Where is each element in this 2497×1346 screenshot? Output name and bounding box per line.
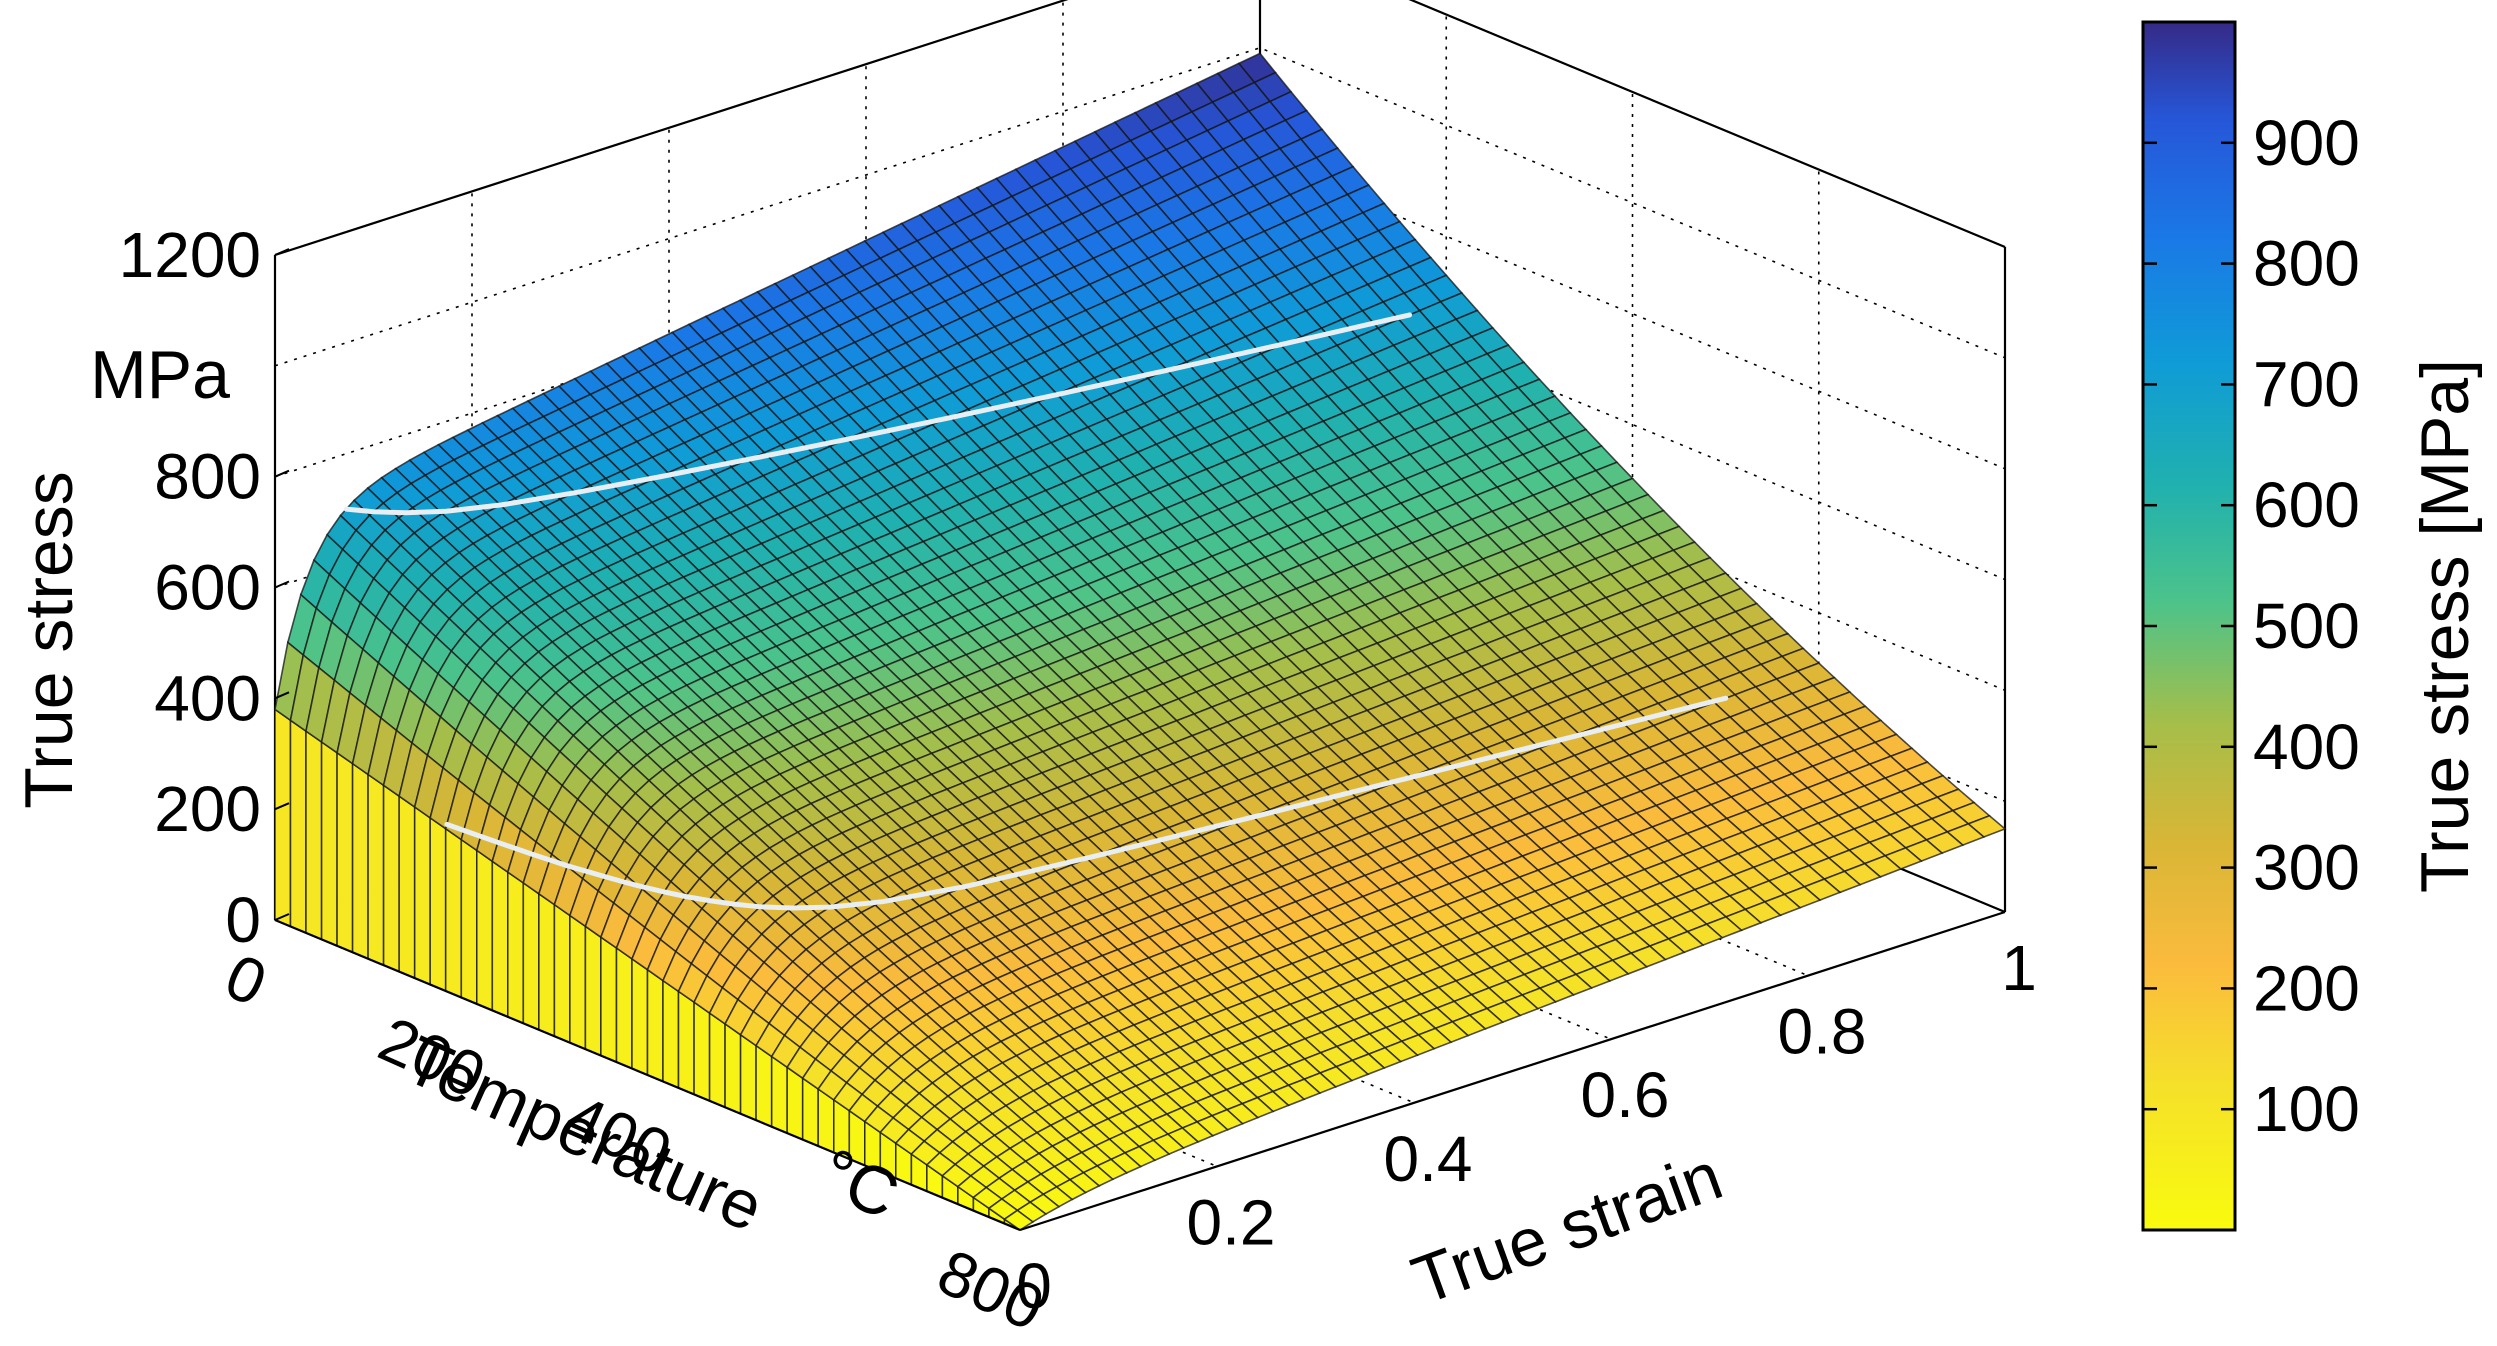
- temperature-tick-0: 0: [215, 940, 277, 1020]
- surface-skirt-patch: [693, 1000, 711, 1102]
- colorbar-tick-500: 500: [2253, 590, 2360, 662]
- z-tickmark-400: [274, 691, 290, 700]
- surface-skirt-patch: [739, 1033, 757, 1122]
- surface-patch: [1003, 1209, 1035, 1231]
- surface-skirt-patch: [538, 892, 556, 1038]
- z-tick-0: 0: [225, 884, 261, 956]
- z-tickmark-200: [274, 802, 290, 811]
- surface-skirt-patch: [305, 729, 323, 941]
- stress-surface: [274, 52, 2007, 1231]
- z-axis-ticks: 0 200 400 600 800 1200: [119, 219, 290, 956]
- surface-skirt-patch: [801, 1076, 820, 1148]
- contour-700: [343, 312, 1413, 516]
- contour-lines: [343, 312, 1729, 911]
- colorbar-tick-600: 600: [2253, 469, 2360, 541]
- surface-skirt-patch: [491, 859, 509, 1019]
- surface-skirt-patch: [367, 772, 385, 967]
- surface-skirt-patch: [444, 827, 463, 999]
- contour-300: [444, 695, 1729, 911]
- colorbar-gradient: [2141, 20, 2237, 1232]
- surface-skirt-patch: [615, 946, 633, 1070]
- z-tickmark-800: [274, 469, 290, 478]
- surface-skirt-patch: [522, 881, 540, 1032]
- surface-skirt-patch: [770, 1054, 789, 1135]
- colorbar-tick-100: 100: [2253, 1073, 2360, 1145]
- axis-box-front: [274, 910, 2006, 1232]
- surface-skirt-patch: [413, 805, 432, 986]
- strain-axis-ticks: 0 0.2 0.4 0.6 0.8 1: [1016, 932, 2037, 1322]
- colorbar-tick-400: 400: [2253, 711, 2360, 783]
- surface-skirt-patch: [553, 903, 571, 1044]
- surface-skirt-patch: [336, 751, 354, 954]
- z-tickmark-1200: [274, 248, 290, 256]
- colorbar-tick-300: 300: [2253, 832, 2360, 904]
- colorbar-tick-900: 900: [2253, 107, 2360, 179]
- colorbar-ticks: 100 200 300 400 500 600 700 800 900: [2143, 107, 2360, 1145]
- surface-skirt-patch: [569, 913, 587, 1051]
- z-axis-label: True stress: [11, 471, 87, 809]
- surface-skirt-patch: [506, 870, 525, 1025]
- strain-tick-0.4: 0.4: [1384, 1123, 1473, 1195]
- colorbar-tick-200: 200: [2253, 952, 2360, 1024]
- z-tick-600: 600: [154, 552, 261, 624]
- surface-skirt-patch: [460, 838, 478, 1006]
- z-tick-400: 400: [154, 662, 261, 734]
- surface-skirt-patch: [398, 794, 416, 980]
- surface-skirt-patch: [429, 816, 447, 993]
- surface-skirt-patch: [724, 1022, 742, 1116]
- z-tickmark-0: [274, 913, 290, 921]
- z-axis-unit: MPa: [90, 337, 230, 413]
- surface-skirt-patch: [708, 1011, 726, 1109]
- colorbar-tick-800: 800: [2253, 228, 2360, 300]
- z-tick-200: 200: [154, 773, 261, 845]
- surface-skirt-patch: [646, 968, 664, 1083]
- surface-skirt-patch: [584, 924, 602, 1057]
- strain-tick-0.8: 0.8: [1778, 996, 1867, 1068]
- surface-skirt-patch: [289, 718, 307, 935]
- surface-skirt-patch: [631, 957, 649, 1077]
- surface-skirt-patch: [320, 740, 338, 947]
- z-tickmark-600: [274, 580, 290, 589]
- surface-skirt-patch: [274, 707, 292, 928]
- surface-skirt-patch: [755, 1044, 773, 1128]
- box-edge-3: [274, 0, 1069, 257]
- surface-skirt-patch: [351, 762, 369, 961]
- strain-tick-0.6: 0.6: [1581, 1059, 1670, 1131]
- box-edge-4: [1408, 0, 2006, 249]
- surface-skirt-patch: [600, 935, 618, 1064]
- z-tick-800: 800: [154, 441, 261, 513]
- surface-skirt-patch: [662, 979, 680, 1090]
- surface-skirt-patch: [786, 1065, 804, 1141]
- surface-skirt-patch: [677, 989, 695, 1096]
- front-edge-1: [1019, 910, 2006, 1232]
- colorbar-label: True stress [MPa]: [2407, 359, 2483, 893]
- strain-tick-0: 0: [1016, 1250, 1052, 1322]
- strain-tick-1: 1: [2001, 932, 2037, 1004]
- z-tick-1200: 1200: [119, 219, 261, 291]
- front-edge-0: [274, 918, 1021, 1232]
- surface-skirt-patch: [475, 848, 494, 1012]
- surface-skirt-patch: [382, 783, 401, 973]
- colorbar-tick-700: 700: [2253, 348, 2360, 420]
- strain-tick-0.2: 0.2: [1187, 1186, 1276, 1258]
- colorbar: 100 200 300 400 500 600 700 800 900 True stress …: [2141, 20, 2483, 1232]
